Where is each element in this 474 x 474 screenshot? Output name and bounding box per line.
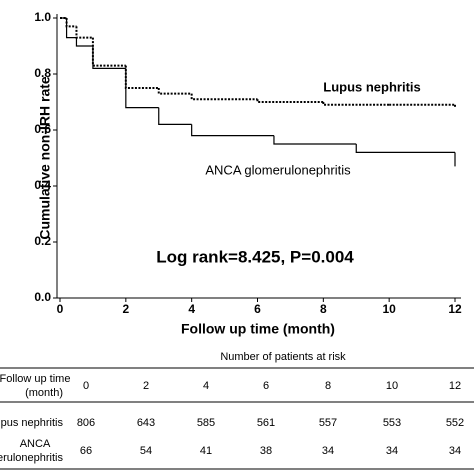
- table-cell: 552: [446, 417, 464, 429]
- x-tick-label: 10: [382, 302, 396, 316]
- table-cell: 643: [137, 417, 155, 429]
- table-cell: 585: [197, 417, 215, 429]
- survival-step: [273, 135, 357, 145]
- survival-step: [65, 18, 77, 28]
- y-axis-label: Cumulative non-IRH rate: [37, 76, 53, 240]
- survival-step: [124, 65, 159, 89]
- table-cell: 34: [449, 445, 461, 457]
- row-label: (month): [25, 387, 63, 399]
- x-tick-label: 0: [57, 302, 64, 316]
- survival-step: [355, 144, 455, 153]
- table-cell: 54: [140, 445, 152, 457]
- survival-step: [191, 124, 274, 137]
- y-tick-label: 0.8: [34, 66, 51, 80]
- table-cell: 557: [319, 417, 337, 429]
- row-label: ANCA: [20, 438, 51, 450]
- table-cell: 41: [200, 445, 212, 457]
- survival-step: [158, 107, 192, 125]
- x-tick-label: 2: [122, 302, 129, 316]
- table-cell: 4: [203, 380, 209, 392]
- survival-step: [91, 37, 126, 67]
- row-label: Follow up time: [0, 373, 70, 385]
- table-cell: 8: [325, 380, 331, 392]
- survival-step: [65, 18, 77, 39]
- table-cell: 0: [83, 380, 89, 392]
- y-tick-label: 0.6: [34, 122, 51, 136]
- survival-step: [125, 68, 159, 109]
- row-label: glomerulonephritis: [0, 452, 63, 464]
- y-tick-label: 1.0: [34, 10, 51, 24]
- y-tick-label: 0.4: [34, 178, 51, 192]
- table-title: Number of patients at risk: [220, 351, 346, 363]
- annotation: Lupus nephritis: [323, 79, 421, 94]
- table-cell: 553: [383, 417, 401, 429]
- survival-step: [92, 46, 126, 69]
- table-cell: 34: [386, 445, 398, 457]
- table-cell: 561: [257, 417, 275, 429]
- table-cell: 38: [260, 445, 272, 457]
- x-tick-label: 12: [448, 302, 462, 316]
- survival-step: [256, 99, 324, 103]
- table-cell: 2: [143, 380, 149, 392]
- annotation: ANCA glomerulonephritis: [205, 162, 351, 177]
- y-tick-label: 0.0: [34, 290, 51, 304]
- row-label: Lupus nephritis: [0, 417, 63, 429]
- x-axis-label: Follow up time (month): [181, 321, 335, 337]
- x-tick-label: 8: [320, 302, 327, 316]
- table-cell: 66: [80, 445, 92, 457]
- survival-step: [157, 88, 192, 95]
- table-cell: 10: [386, 380, 398, 392]
- x-tick-label: 4: [188, 302, 195, 316]
- survival-step: [75, 37, 93, 47]
- y-tick-label: 0.2: [34, 234, 51, 248]
- table-cell: 806: [77, 417, 95, 429]
- survival-step: [322, 102, 390, 106]
- survival-step: [190, 93, 258, 101]
- table-cell: 34: [322, 445, 334, 457]
- x-tick-label: 6: [254, 302, 261, 316]
- annotation: Log rank=8.425, P=0.004: [156, 247, 354, 266]
- table-cell: 12: [449, 380, 461, 392]
- survival-step: [75, 26, 93, 39]
- table-cell: 6: [263, 380, 269, 392]
